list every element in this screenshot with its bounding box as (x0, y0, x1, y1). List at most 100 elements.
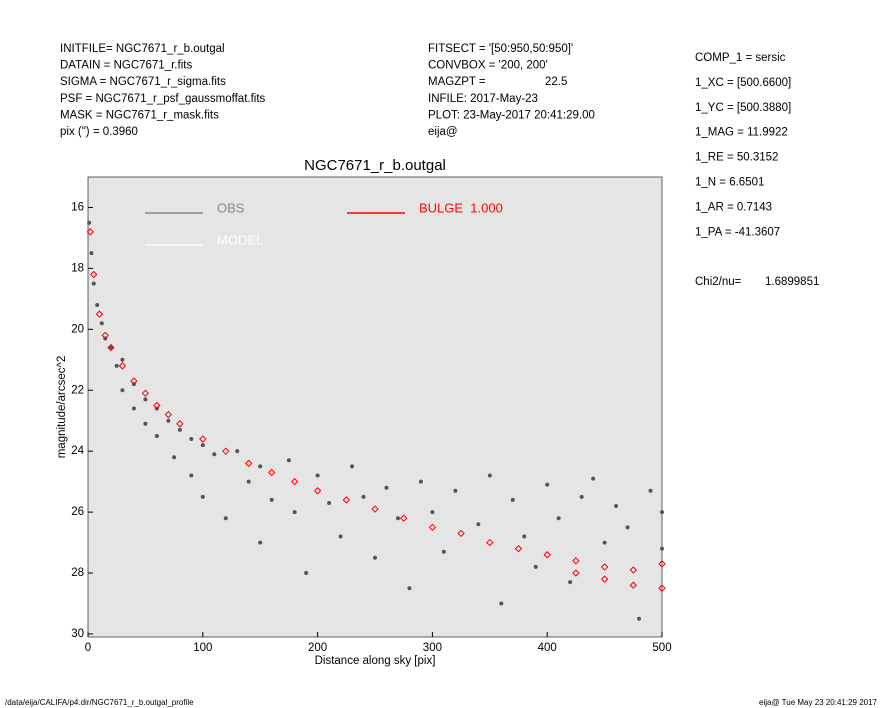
header-middle-line: eija@ (428, 126, 458, 138)
obs-point (200, 443, 205, 448)
y-tick-label: 18 (71, 262, 84, 274)
bulge-point (658, 560, 666, 568)
bulge-point (399, 514, 408, 522)
bulge-point (600, 563, 609, 571)
bulge-point (118, 362, 127, 370)
bulge-point (629, 566, 638, 574)
obs-point (395, 516, 400, 521)
bulge-point (514, 544, 523, 553)
x-axis-label: Distance along sky [pix] (315, 655, 436, 667)
bulge-point (629, 581, 638, 589)
bulge-point (342, 496, 351, 504)
obs-point (246, 479, 251, 484)
chi-label: Chi2/nu= (695, 276, 742, 288)
obs-point (304, 571, 309, 576)
bulge-point (600, 575, 609, 583)
header-left-line: SIGMA = NGC7671_r_sigma.fits (60, 76, 226, 88)
y-tick-label: 20 (71, 323, 84, 335)
x-tick-label: 100 (193, 642, 212, 654)
obs-point (384, 485, 389, 490)
y-tick-label: 16 (71, 201, 84, 213)
obs-point (476, 522, 481, 527)
header-left-line: pix (") = 0.3960 (60, 126, 138, 138)
obs-point (269, 497, 274, 502)
obs-point (166, 418, 171, 423)
obs-point (91, 281, 96, 286)
bulge-point (543, 551, 551, 559)
header-middle-line: PLOT: 23-May-2017 20:41:29.00 (428, 109, 595, 121)
x-tick-label: 500 (652, 642, 671, 654)
obs-point (556, 516, 561, 521)
obs-point (172, 455, 177, 460)
magzpt-value: 22.5 (545, 76, 567, 88)
legend-label: MODEL (217, 232, 263, 247)
header-right-line: 1_MAG = 11.9922 (695, 127, 788, 139)
bulge-point (222, 447, 230, 455)
header-middle-line: MAGZPT = (428, 76, 486, 88)
bulge-point (90, 270, 98, 279)
bulge-point (572, 557, 580, 565)
obs-point (579, 494, 584, 499)
legend-label: BULGE 1.000 (419, 200, 503, 215)
obs-point (108, 345, 113, 350)
footer-right: eija@ Tue May 23 20:41:29 2017 (759, 698, 878, 707)
obs-point (258, 540, 263, 545)
obs-point (453, 488, 458, 493)
bulge-point (245, 459, 253, 468)
bulge-point (428, 523, 437, 532)
obs-point (189, 436, 194, 441)
obs-point (131, 406, 136, 411)
obs-point (189, 473, 194, 478)
obs-point (510, 497, 515, 502)
bulge-point (267, 468, 276, 477)
obs-point (660, 546, 664, 551)
obs-point (258, 464, 263, 469)
obs-point (223, 516, 228, 521)
bulge-point (107, 343, 115, 352)
obs-point (614, 504, 619, 509)
obs-point (441, 549, 446, 554)
obs-point (338, 534, 343, 539)
bulge-point (486, 538, 494, 547)
obs-point (533, 564, 538, 569)
header-left-line: MASK = NGC7671_r_mask.fits (60, 109, 219, 121)
footer-left: /data/eija/CALIFA/p4.dir/NGC7671_r_b.out… (5, 698, 194, 707)
header-middle-line: CONVBOX = '200, 200' (428, 60, 548, 72)
y-tick-label: 26 (71, 506, 84, 518)
bulge-point (313, 487, 322, 495)
obs-point (545, 482, 550, 487)
bulge-point (141, 389, 150, 397)
header-left-line: DATAIN = NGC7671_r.fits (60, 60, 192, 72)
obs-point (120, 357, 125, 362)
obs-point (235, 449, 240, 454)
x-tick-label: 0 (85, 642, 91, 654)
obs-point (143, 397, 148, 402)
bulge-point (572, 569, 580, 577)
obs-point (143, 421, 148, 426)
obs-point (407, 586, 412, 591)
obs-point (154, 433, 159, 438)
header-right-line: 1_N = 6.6501 (695, 177, 764, 189)
header-right-line: 1_RE = 50.3152 (695, 152, 778, 164)
bulge-point (164, 410, 173, 419)
obs-point (89, 251, 94, 256)
chi-value: 1.6899851 (765, 276, 819, 288)
bulge-point (153, 401, 161, 410)
obs-point (660, 510, 664, 515)
bulge-point (371, 505, 379, 513)
obs-point (120, 388, 125, 393)
obs-point (361, 494, 366, 499)
obs-point (286, 458, 291, 463)
header-right-line: 1_XC = [500.6600] (695, 77, 791, 89)
bulge-point (101, 331, 109, 340)
obs-point (602, 540, 607, 545)
header-right-line: 1_AR = 0.7143 (695, 201, 772, 213)
header-right-line: 1_PA = -41.3607 (695, 226, 780, 238)
obs-point (591, 476, 596, 481)
header-right-line: COMP_1 = sersic (695, 52, 786, 64)
obs-point (95, 302, 100, 307)
y-tick-label: 30 (71, 628, 84, 640)
obs-point (648, 488, 653, 493)
chart-title: NGC7671_r_b.outgal (304, 157, 446, 174)
